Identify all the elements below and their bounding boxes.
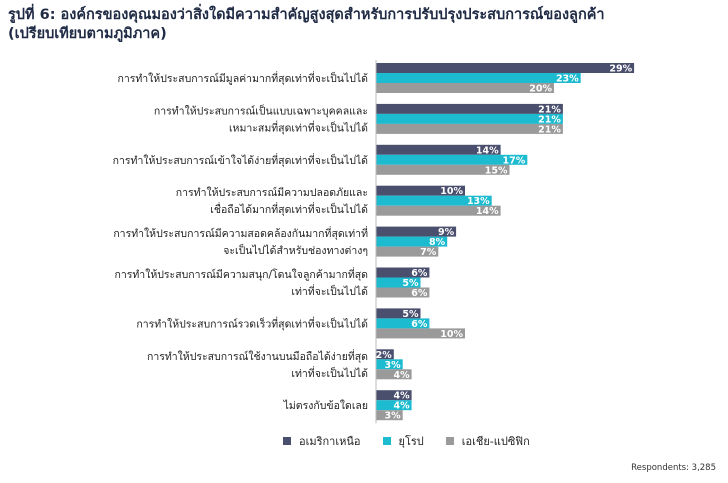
data-label-europe: 8% [429, 237, 446, 248]
data-label-north-america: 14% [476, 145, 499, 156]
data-label-north-america: 9% [438, 227, 455, 238]
bar-europe [376, 113, 563, 124]
data-label-north-america: 10% [440, 186, 463, 197]
bar-north-america [376, 267, 430, 278]
data-label-europe: 6% [411, 319, 428, 330]
category-label: เท่าที่จะเป็นไปได้ [291, 284, 368, 298]
data-label-north-america: 2% [376, 350, 393, 361]
category-group-7: การทำให้ประสบการณ์รวดเร็วที่สุดเท่าที่จะ… [136, 308, 465, 340]
data-label-asia-pacific: 14% [476, 206, 499, 217]
bar-europe [376, 154, 528, 165]
category-group-8: การทำให้ประสบการณ์ใช้งานบนมือถือได้ง่ายท… [147, 349, 412, 381]
data-label-europe: 21% [538, 114, 561, 125]
bar-north-america [376, 308, 421, 319]
category-label: การทำให้ประสบการณ์เป็นแบบเฉพาะบุคคลและ [154, 103, 368, 117]
category-group-1: การทำให้ประสบการณ์มีมูลค่ามากที่สุดเท่าท… [117, 63, 635, 95]
bar-asia-pacific [376, 123, 563, 134]
title-line-2: (เปรียบเทียบตามภูมิภาค) [8, 26, 167, 42]
bar-north-america [376, 63, 635, 73]
data-label-asia-pacific: 4% [393, 370, 410, 381]
legend-swatch-asia-pacific [445, 437, 454, 445]
bar-north-america [376, 390, 412, 401]
category-group-5: การทำให้ประสบการณ์มีความสอดคล้องกันมากที… [113, 226, 457, 258]
bar-europe [376, 277, 421, 288]
legend-label-north-america: อเมริกาเหนือ [299, 435, 361, 448]
legend-swatch-europe [382, 437, 391, 445]
category-label: การทำให้ประสบการณ์เข้าใจได้ง่ายที่สุดเท่… [113, 153, 368, 167]
legend-item-north-america: อเมริกาเหนือ [283, 432, 361, 450]
bar-asia-pacific [376, 328, 465, 339]
bar-asia-pacific [376, 369, 412, 380]
bar-asia-pacific [376, 83, 554, 93]
category-group-4: การทำให้ประสบการณ์มีความปลอดภัยและเชื่อถ… [176, 185, 501, 217]
data-label-north-america: 21% [538, 104, 561, 115]
bar-europe [376, 318, 430, 329]
category-label: เหมาะสมที่สุดเท่าที่จะเป็นไปได้ [229, 120, 368, 134]
category-label: การทำให้ประสบการณ์มีความสนุก/โดนใจลูกค้า… [114, 267, 368, 281]
data-label-north-america: 6% [411, 268, 428, 279]
category-label: จะเป็นไปได้สำหรับช่องทางต่างๆ [223, 243, 368, 257]
data-label-europe: 3% [385, 360, 402, 371]
category-label: เชื่อถือได้มากที่สุดเท่าที่จะเป็นไปได้ [210, 202, 368, 216]
data-label-asia-pacific: 20% [529, 84, 552, 95]
bar-north-america [376, 226, 457, 237]
title-line-1: รูปที่ 6: องค์กรของคุณมองว่าสิ่งใดมีความ… [8, 7, 605, 23]
chart-title: รูปที่ 6: องค์กรของคุณมองว่าสิ่งใดมีความ… [8, 6, 720, 44]
bar-europe [376, 236, 448, 247]
bar-north-america [376, 349, 394, 360]
data-label-asia-pacific: 15% [485, 165, 508, 176]
bar-asia-pacific [376, 164, 510, 175]
category-label: การทำให้ประสบการณ์มีมูลค่ามากที่สุดเท่าท… [117, 71, 368, 85]
data-label-north-america: 5% [402, 309, 419, 320]
data-label-asia-pacific: 21% [538, 124, 561, 135]
respondents-note: Respondents: 3,285 [631, 463, 716, 473]
bar-north-america [376, 103, 563, 114]
data-label-europe: 23% [556, 74, 579, 85]
data-label-north-america: 29% [609, 64, 632, 75]
data-label-asia-pacific: 7% [420, 247, 437, 258]
data-label-europe: 4% [393, 401, 410, 412]
legend-swatch-north-america [283, 437, 291, 445]
data-label-asia-pacific: 10% [440, 329, 463, 340]
legend-label-asia-pacific: เอเชีย-แปซิฟิก [461, 435, 530, 448]
category-group-3: การทำให้ประสบการณ์เข้าใจได้ง่ายที่สุดเท่… [113, 144, 528, 176]
category-label: การทำให้ประสบการณ์มีความสอดคล้องกันมากที… [113, 226, 368, 240]
data-label-europe: 17% [503, 155, 526, 166]
bar-asia-pacific [376, 246, 439, 257]
bar-north-america [376, 144, 501, 155]
legend-label-europe: ยุโรป [398, 435, 424, 448]
category-group-2: การทำให้ประสบการณ์เป็นแบบเฉพาะบุคคลและเห… [154, 103, 563, 135]
bar-asia-pacific [376, 205, 501, 216]
category-label: เท่าที่จะเป็นไปได้ [291, 366, 368, 380]
bar-asia-pacific [376, 287, 430, 298]
legend-item-asia-pacific: เอเชีย-แปซิฟิก [445, 432, 530, 450]
category-label: การทำให้ประสบการณ์มีความปลอดภัยและ [176, 186, 368, 199]
bar-north-america [376, 185, 465, 196]
legend-item-europe: ยุโรป [382, 432, 424, 450]
category-group-6: การทำให้ประสบการณ์มีความสนุก/โดนใจลูกค้า… [114, 267, 430, 299]
data-label-asia-pacific: 3% [385, 411, 402, 422]
data-label-europe: 5% [402, 278, 419, 289]
data-label-north-america: 4% [393, 391, 410, 402]
bar-europe [376, 400, 412, 411]
data-label-europe: 13% [467, 196, 490, 207]
bar-europe [376, 73, 581, 83]
bar-europe [376, 195, 492, 206]
category-label: การทำให้ประสบการณ์รวดเร็วที่สุดเท่าที่จะ… [136, 316, 368, 330]
data-label-asia-pacific: 6% [411, 288, 428, 299]
bar-asia-pacific [376, 410, 403, 421]
chart-legend: อเมริกาเหนือ ยุโรป เอเชีย-แปซิฟิก [283, 432, 530, 450]
category-label: ไม่ตรงกับข้อใดเลย [283, 399, 368, 412]
bar-europe [376, 359, 403, 370]
category-label: การทำให้ประสบการณ์ใช้งานบนมือถือได้ง่ายท… [147, 349, 368, 363]
